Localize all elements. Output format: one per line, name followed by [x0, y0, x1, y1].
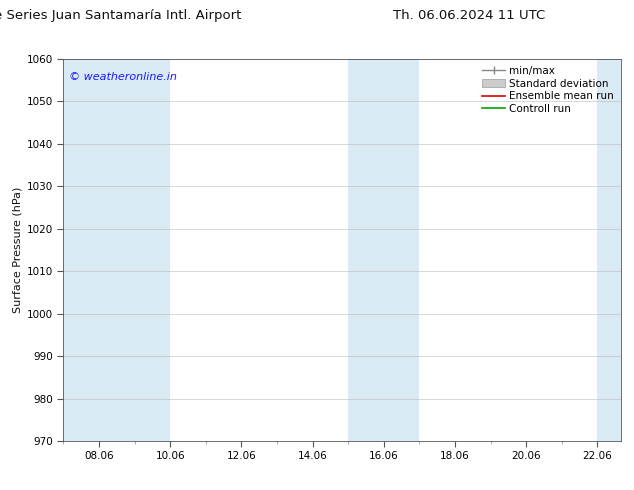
Text: © weatheronline.in: © weatheronline.in	[69, 72, 177, 82]
Y-axis label: Surface Pressure (hPa): Surface Pressure (hPa)	[13, 187, 23, 313]
Legend: min/max, Standard deviation, Ensemble mean run, Controll run: min/max, Standard deviation, Ensemble me…	[480, 64, 616, 116]
Bar	[348, 59, 420, 441]
Bar	[63, 59, 170, 441]
Text: Th. 06.06.2024 11 UTC: Th. 06.06.2024 11 UTC	[393, 9, 545, 22]
Bar	[597, 59, 621, 441]
Text: ENS Time Series Juan Santamaría Intl. Airport: ENS Time Series Juan Santamaría Intl. Ai…	[0, 9, 241, 22]
